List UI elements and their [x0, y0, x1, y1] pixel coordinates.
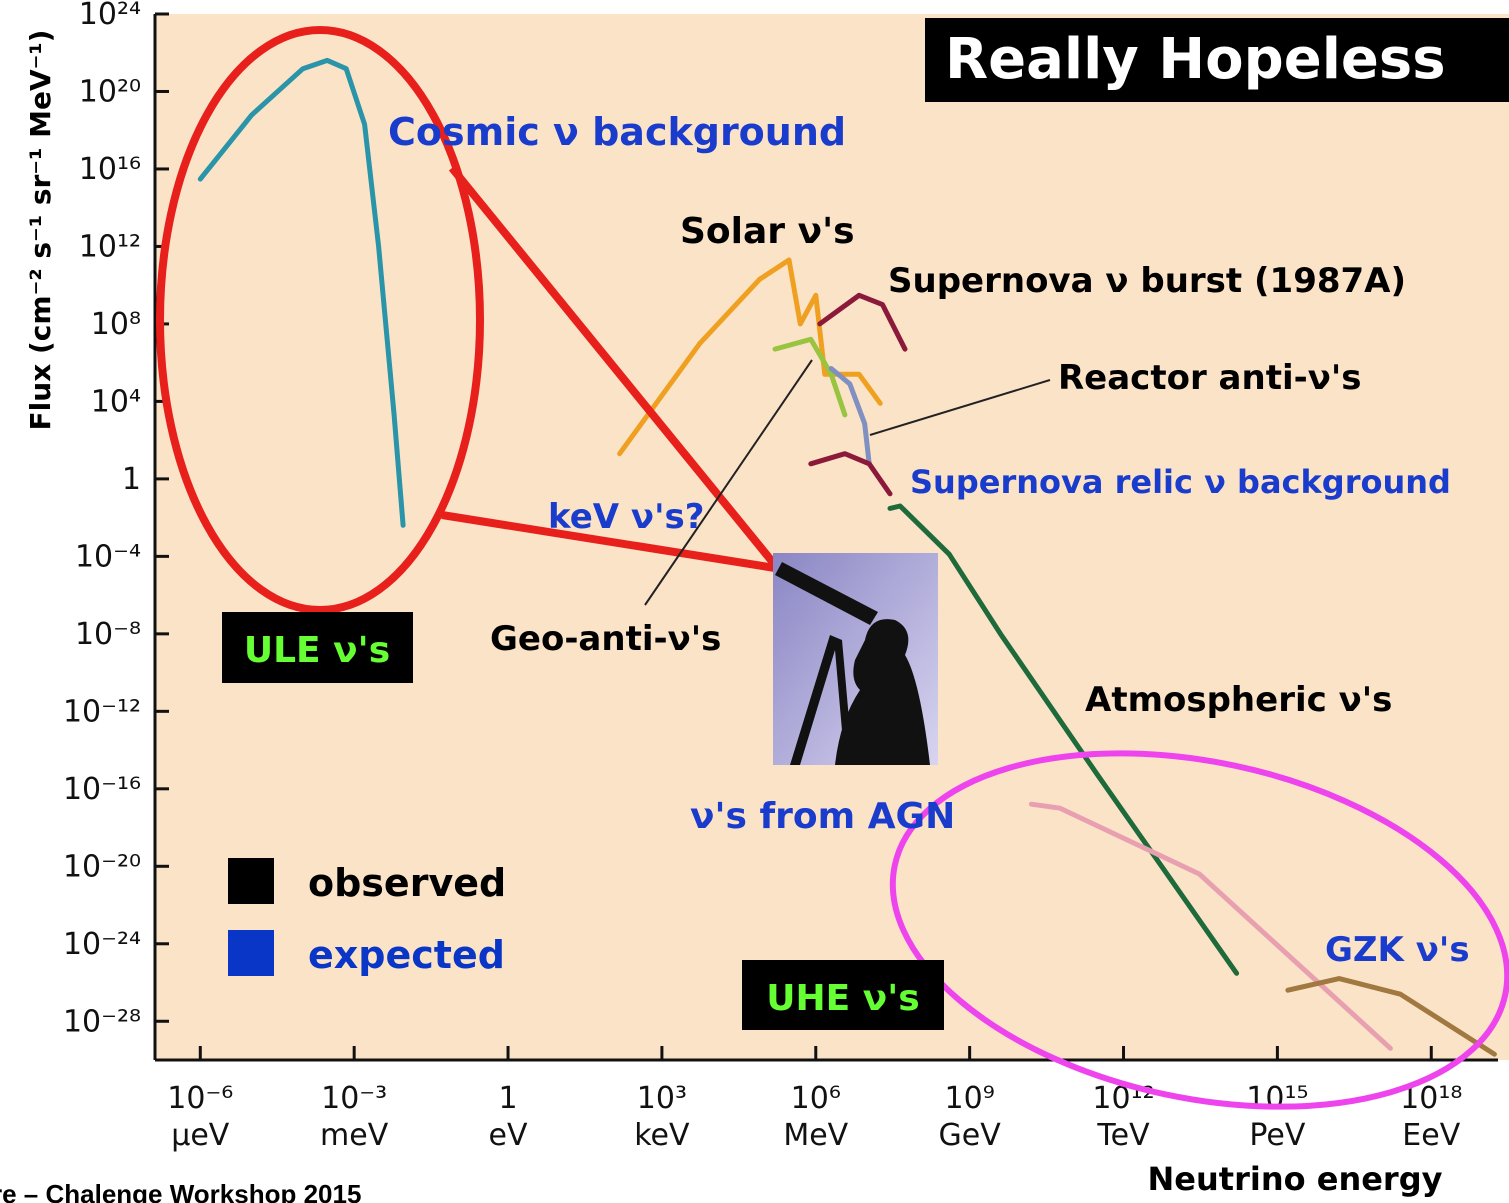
legend-swatch — [228, 930, 274, 976]
x-tick-unit: meV — [320, 1118, 389, 1153]
series-label: Supernova ν burst (1987A) — [888, 261, 1406, 301]
x-tick-unit: TeV — [1096, 1118, 1150, 1153]
telescope-image — [773, 553, 938, 765]
series-label: Atmospheric ν's — [1085, 680, 1392, 720]
y-tick-label: 10¹² — [79, 229, 141, 264]
x-tick-label: 10⁻³ — [321, 1081, 387, 1116]
page: {"chart_data": { "type": "line", "title_… — [0, 0, 1509, 1203]
y-tick-label: 10⁻¹² — [63, 694, 141, 729]
x-tick-label: 1 — [498, 1081, 517, 1116]
y-tick-label: 10²⁰ — [79, 74, 141, 109]
y-tick-label: 10⁻⁸ — [75, 617, 141, 652]
x-tick-label: 10⁶ — [791, 1081, 841, 1116]
x-tick-label: 10⁹ — [945, 1081, 995, 1116]
y-tick-label: 1 — [122, 462, 141, 497]
annotation: ULE ν's — [244, 630, 390, 671]
annotation: keV ν's? — [548, 497, 704, 537]
x-tick-unit: μeV — [171, 1118, 230, 1153]
y-tick-label: 10⁻²⁸ — [63, 1004, 141, 1039]
series-label: Cosmic ν background — [388, 110, 846, 154]
title: Really Hopeless — [945, 27, 1446, 92]
y-tick-label: 10⁻¹⁶ — [63, 772, 141, 807]
y-tick-label: 10⁴ — [91, 384, 141, 419]
annotation: UHE ν's — [766, 978, 919, 1019]
y-tick-label: 10⁻²⁴ — [63, 927, 141, 962]
y-tick-label: 10¹⁶ — [79, 152, 141, 187]
legend-label: observed — [308, 861, 506, 905]
x-tick-unit: EeV — [1402, 1118, 1460, 1153]
x-tick-unit: MeV — [783, 1118, 848, 1153]
x-tick-label: 10⁻⁶ — [167, 1081, 233, 1116]
legend-label: expected — [308, 933, 505, 977]
y-axis-label: Flux (cm⁻² s⁻¹ sr⁻¹ MeV⁻¹) — [24, 30, 57, 431]
y-tick-label: 10²⁴ — [79, 0, 141, 32]
chart: 10²⁴ 10²⁰ 10¹⁶ 10¹² 10⁸ 10⁴ 1 10⁻⁴ 10⁻⁸ 10⁻¹² 10⁻¹… — [0, 0, 1509, 1203]
x-axis-label: Neutrino energy — [1148, 1160, 1443, 1198]
series-label: GZK ν's — [1325, 930, 1470, 970]
series-label: Solar ν's — [680, 211, 855, 252]
legend-swatch — [228, 858, 274, 904]
footer: re – Chalenge Workshop 2015 — [0, 1179, 361, 1203]
series-label: Reactor anti-ν's — [1058, 358, 1362, 398]
x-tick-label: 10³ — [637, 1081, 687, 1116]
y-tick-label: 10⁸ — [91, 307, 141, 342]
series-label: Geo-anti-ν's — [490, 619, 721, 659]
x-tick-unit: PeV — [1249, 1118, 1305, 1153]
y-tick-label: 10⁻⁴ — [75, 539, 141, 574]
x-tick-unit: keV — [634, 1118, 690, 1153]
y-tick-label: 10⁻²⁰ — [63, 849, 141, 884]
x-tick-label: 10¹⁵ — [1246, 1081, 1308, 1116]
series-label: ν's from AGN — [690, 796, 955, 837]
x-tick-unit: eV — [489, 1118, 528, 1153]
x-tick-unit: GeV — [939, 1118, 1002, 1153]
series-label: Supernova relic ν background — [910, 463, 1451, 501]
